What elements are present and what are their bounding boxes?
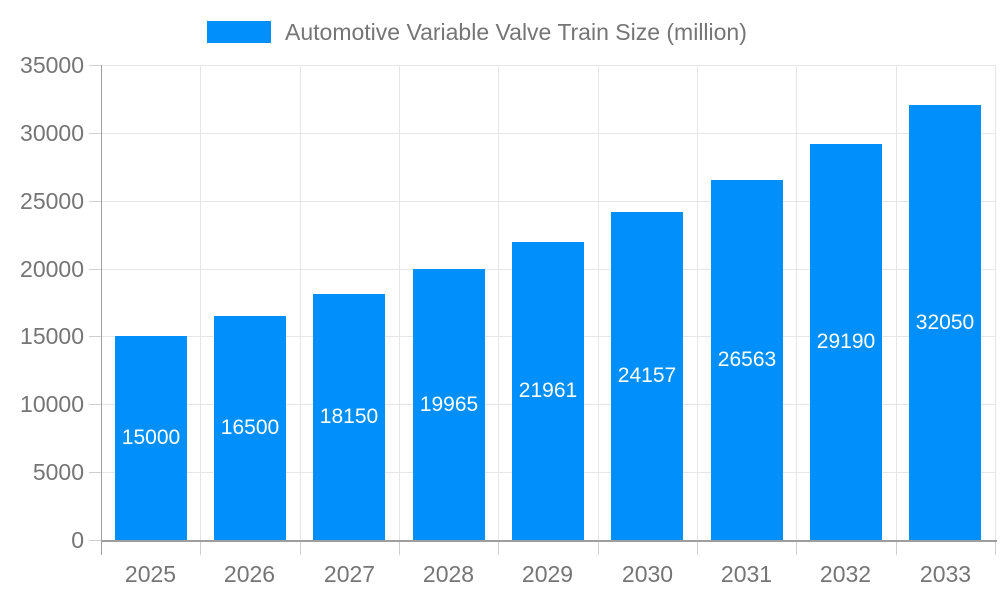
x-axis-line [101,540,997,542]
x-axis-tick [896,540,897,555]
x-axis-tick [697,540,698,555]
gridline-vertical [995,65,996,540]
y-axis-tick-label: 25000 [20,188,84,214]
bar-2025[interactable] [115,336,187,540]
x-axis-tick [300,540,301,555]
gridline-vertical [399,65,400,540]
bar-value-label: 26563 [717,348,777,371]
bar-value-label: 32050 [915,311,975,334]
bar-2032[interactable] [810,144,882,540]
y-axis-tick [89,472,101,473]
gridline-horizontal [101,65,995,66]
x-axis-tick-label: 2029 [521,561,574,587]
x-axis-tick-label: 2030 [621,561,674,587]
bar-2031[interactable] [711,180,783,540]
y-axis-tick [89,336,101,337]
gridline-horizontal [101,133,995,134]
bar-value-label: 18150 [319,405,379,428]
y-axis-tick-label: 35000 [20,52,84,78]
gridline-vertical [300,65,301,540]
x-axis-tick [598,540,599,555]
bar-2026[interactable] [214,316,286,540]
bar-value-label: 24157 [617,364,677,387]
y-axis-tick-label: 10000 [20,391,84,417]
y-axis-tick [89,201,101,202]
x-axis-tick [498,540,499,555]
x-axis-tick-label: 2026 [223,561,276,587]
x-axis-tick [399,540,400,555]
x-axis-tick-label: 2027 [323,561,376,587]
gridline-vertical [498,65,499,540]
x-axis-tick-label: 2032 [819,561,872,587]
legend-label: Automotive Variable Valve Train Size (mi… [285,18,747,45]
legend: Automotive Variable Valve Train Size (mi… [207,17,747,47]
y-axis-tick-label: 30000 [20,120,84,146]
gridline-vertical [796,65,797,540]
gridline-vertical [598,65,599,540]
y-axis-tick [89,269,101,270]
y-axis-tick-label: 15000 [20,323,84,349]
bar-value-label: 16500 [220,416,280,439]
gridline-vertical [200,65,201,540]
y-axis-tick [89,540,101,541]
bar-2027[interactable] [313,294,385,540]
x-axis-tick-label: 2033 [919,561,972,587]
legend-swatch [207,21,271,43]
x-axis-tick-label: 2031 [720,561,773,587]
bar-value-label: 15000 [121,426,181,449]
x-axis-tick [995,540,996,555]
x-axis-tick [796,540,797,555]
y-axis-tick-label: 0 [71,527,84,553]
bar-value-label: 21961 [518,379,578,402]
y-axis-line [101,65,102,555]
bar-value-label: 29190 [816,330,876,353]
y-axis-tick-label: 20000 [20,256,84,282]
y-axis-tick [89,404,101,405]
gridline-horizontal [101,201,995,202]
x-axis-tick [200,540,201,555]
gridline-vertical [896,65,897,540]
bar-2029[interactable] [512,242,584,540]
y-axis-tick [89,133,101,134]
gridline-vertical [697,65,698,540]
x-axis-tick-label: 2025 [124,561,177,587]
y-axis-tick [89,65,101,66]
bar-2033[interactable] [909,105,981,540]
x-axis-tick-label: 2028 [422,561,475,587]
bar-2030[interactable] [611,212,683,540]
bar-value-label: 19965 [419,393,479,416]
bar-2028[interactable] [413,269,485,540]
y-axis-tick-label: 5000 [32,459,84,485]
